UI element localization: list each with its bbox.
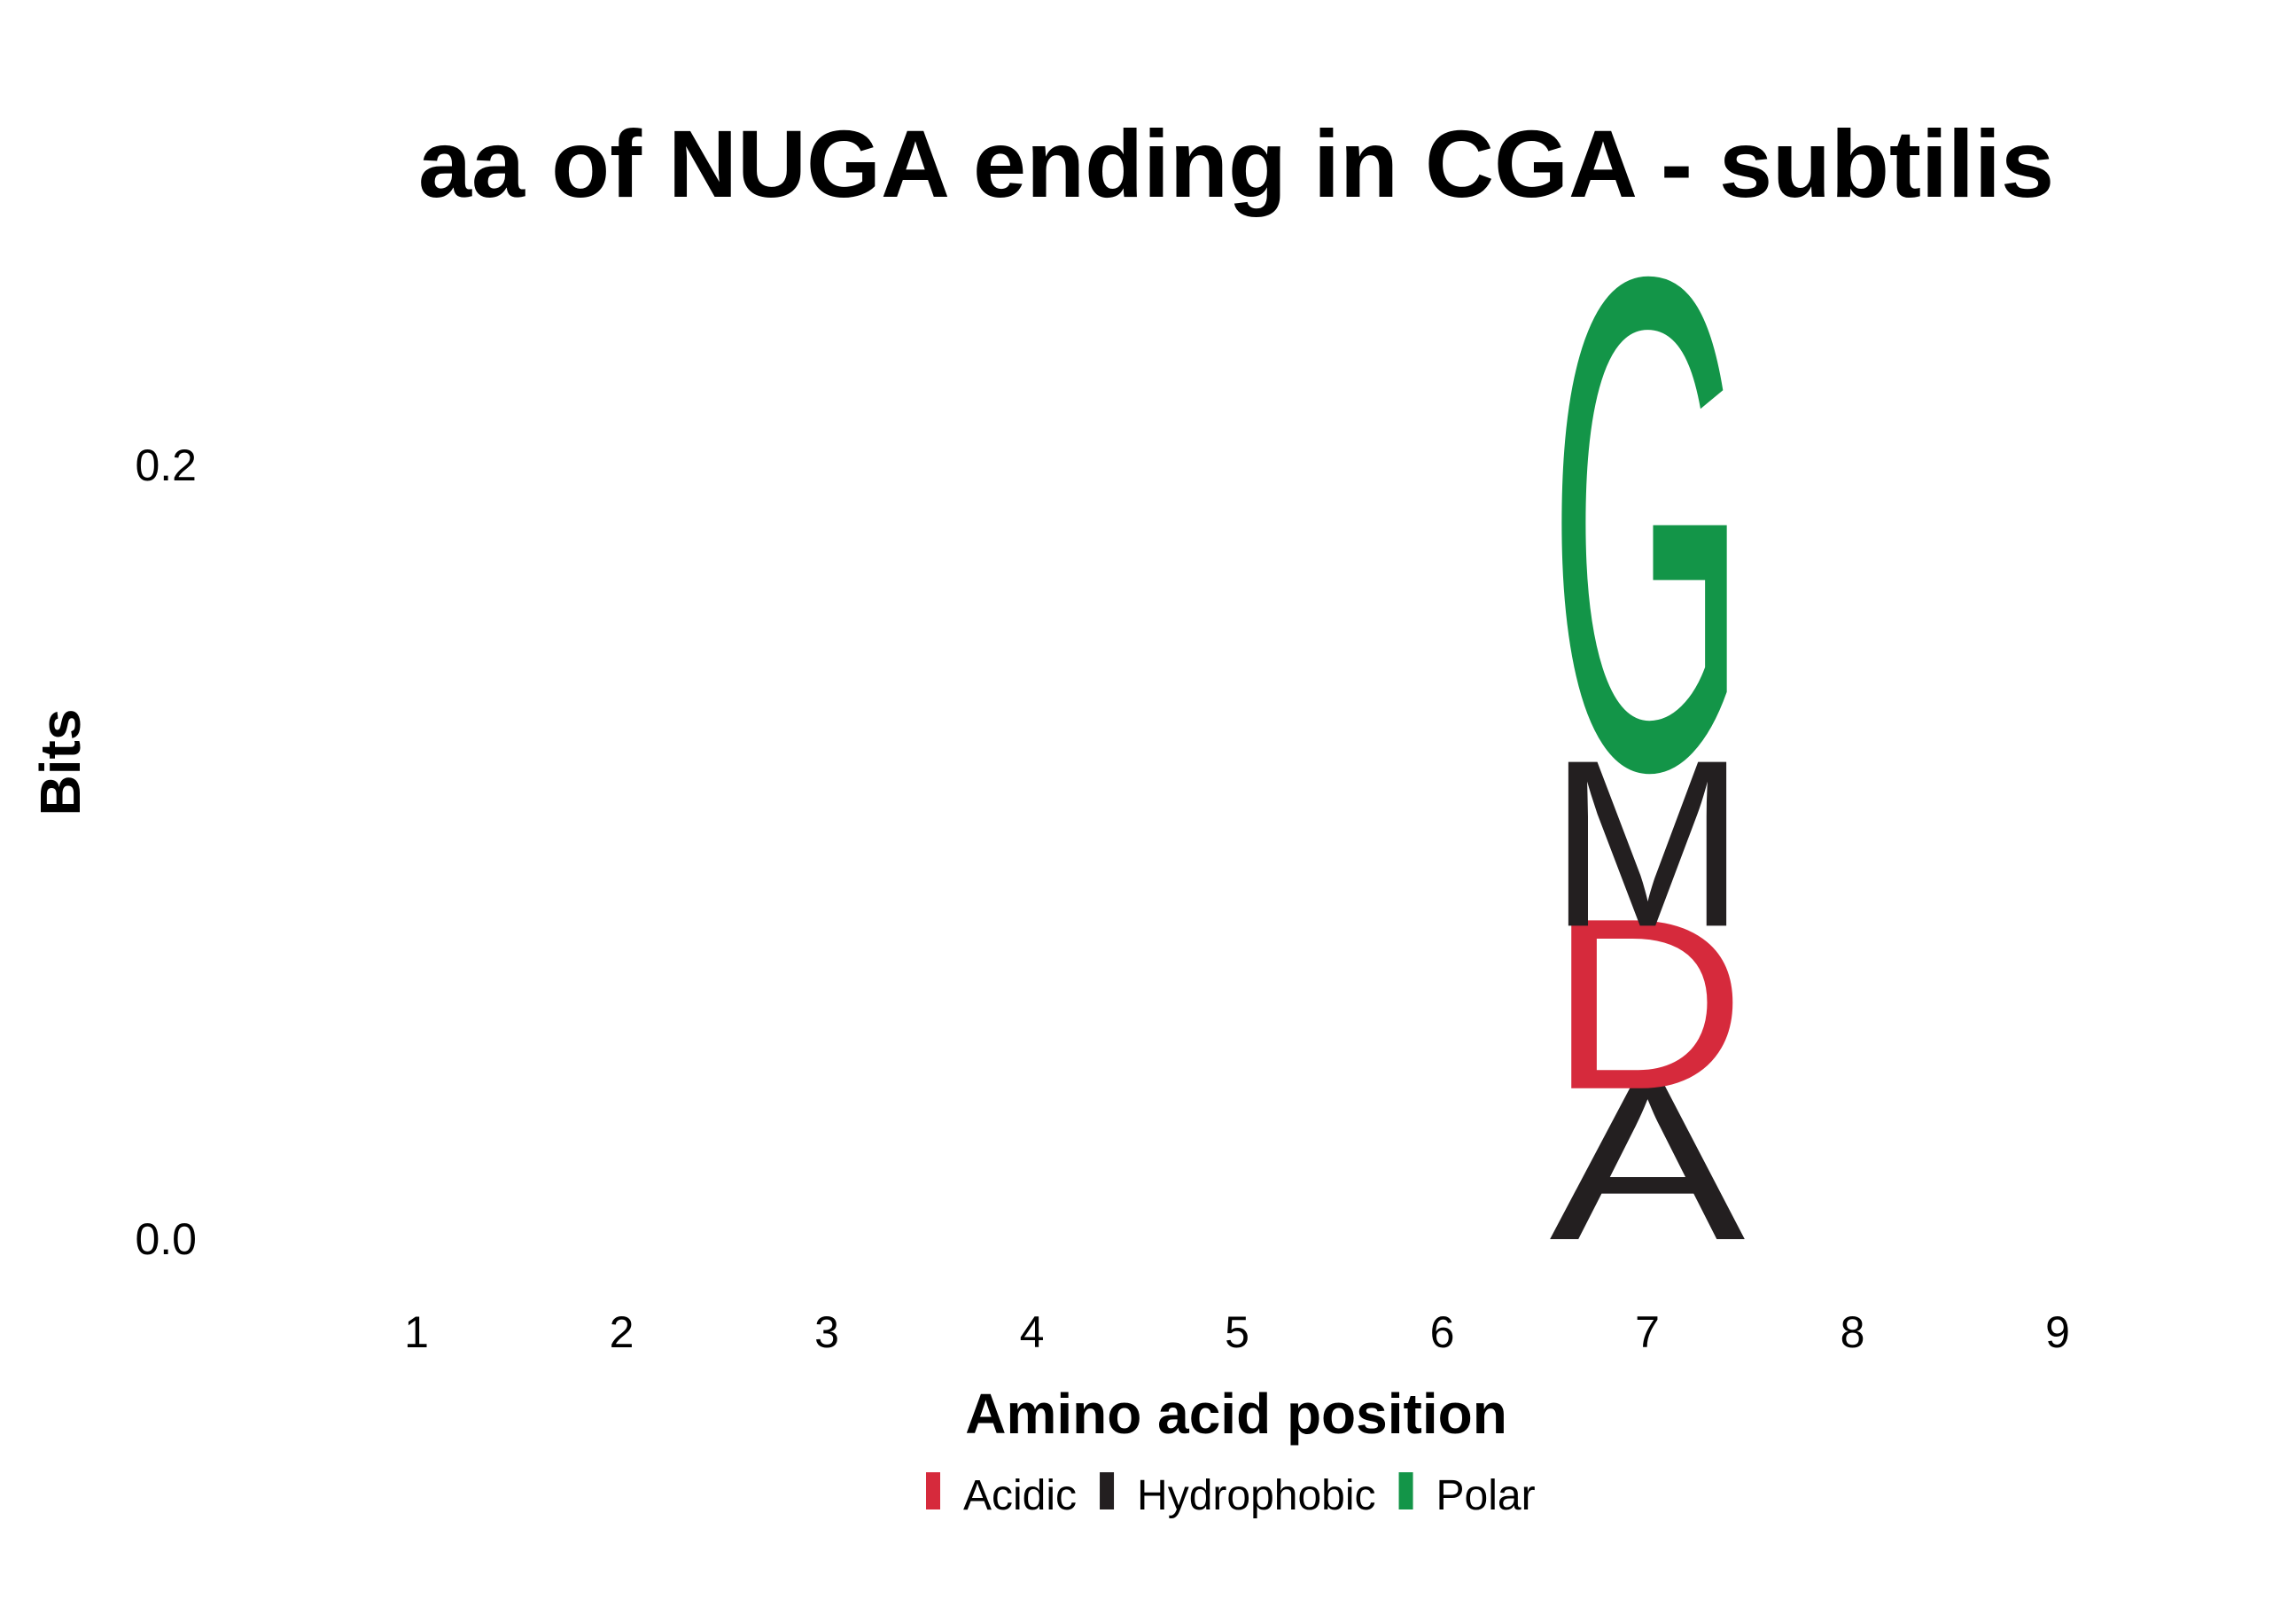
logo-letter-d: D bbox=[1549, 868, 1746, 1141]
y-axis-ticks: 0.0 0.2 bbox=[135, 441, 197, 1264]
y-axis-label: Bits bbox=[28, 709, 92, 816]
logo-letter-m: M bbox=[1549, 710, 1746, 976]
x-axis-ticks: 1 2 3 4 5 6 7 8 9 bbox=[404, 1307, 2070, 1357]
y-tick-label: 0.2 bbox=[135, 441, 197, 490]
chart-title: aa of NUGA ending in CGA - subtilis bbox=[418, 110, 2054, 217]
x-tick-label: 7 bbox=[1635, 1307, 1660, 1357]
logo-letter-g: G bbox=[1549, 131, 1746, 916]
x-tick-label: 4 bbox=[1020, 1307, 1045, 1357]
legend-swatch bbox=[926, 1472, 940, 1509]
legend: Acidic Hydrophobic Polar bbox=[926, 1472, 1536, 1519]
legend-swatch bbox=[1100, 1472, 1115, 1509]
x-tick-label: 9 bbox=[2045, 1307, 2070, 1357]
x-axis-label: Amino acid position bbox=[965, 1382, 1507, 1446]
x-tick-label: 1 bbox=[404, 1307, 429, 1357]
y-tick-label: 0.0 bbox=[135, 1214, 197, 1264]
x-tick-label: 6 bbox=[1430, 1307, 1455, 1357]
legend-item-polar: Polar bbox=[1398, 1472, 1536, 1519]
x-tick-label: 2 bbox=[610, 1307, 634, 1357]
x-tick-label: 3 bbox=[814, 1307, 839, 1357]
x-tick-label: 5 bbox=[1225, 1307, 1249, 1357]
logo-letter-a: A bbox=[1549, 1034, 1747, 1287]
legend-item-hydrophobic: Hydrophobic bbox=[1100, 1472, 1376, 1519]
legend-item-acidic: Acidic bbox=[926, 1472, 1077, 1519]
legend-label: Polar bbox=[1436, 1472, 1536, 1519]
legend-label: Hydrophobic bbox=[1137, 1472, 1375, 1519]
legend-swatch bbox=[1398, 1472, 1413, 1509]
legend-label: Acidic bbox=[963, 1472, 1077, 1519]
x-tick-label: 8 bbox=[1841, 1307, 1865, 1357]
